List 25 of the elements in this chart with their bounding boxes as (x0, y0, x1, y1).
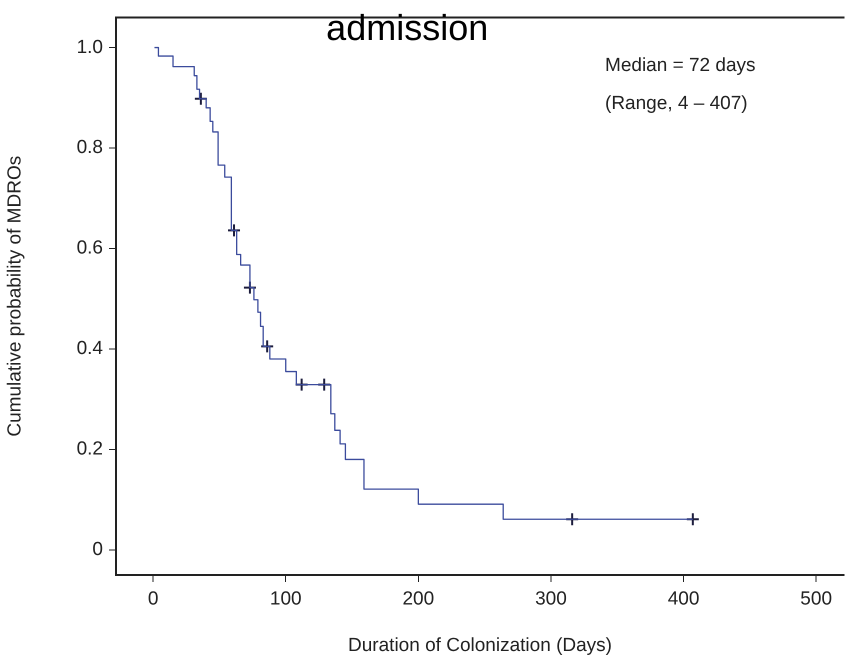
point (565, 512, 580, 526)
y-tick-label: 0.2 (76, 438, 103, 460)
point (242, 280, 257, 295)
annotation: Median = 72 days (605, 55, 756, 76)
point (686, 512, 700, 526)
point (260, 339, 274, 354)
x-tick-label: 200 (402, 588, 434, 610)
annotation: (Range, 4 – 407) (605, 93, 748, 114)
y-tick-label: 0 (92, 539, 103, 560)
y-axis-title: Cumulative probability of MDROs (4, 156, 26, 437)
y-tick-label: 0.8 (76, 137, 103, 158)
point (317, 378, 332, 392)
chart-title: admission (326, 7, 488, 48)
point (227, 223, 242, 238)
point (194, 92, 208, 106)
x-tick-label: 300 (535, 588, 567, 610)
x-tick-label: 100 (270, 588, 302, 610)
y-tick-label: 0.4 (76, 338, 104, 360)
x-tick-label: 0 (148, 588, 158, 610)
x-tick-label: 500 (800, 588, 832, 610)
y-tick-label: 0.6 (76, 238, 103, 259)
y-tick-label: 1.0 (76, 36, 103, 58)
point (294, 378, 309, 392)
x-tick-label: 400 (668, 588, 700, 610)
x-axis-title: Duration of Colonization (Days) (348, 634, 612, 656)
